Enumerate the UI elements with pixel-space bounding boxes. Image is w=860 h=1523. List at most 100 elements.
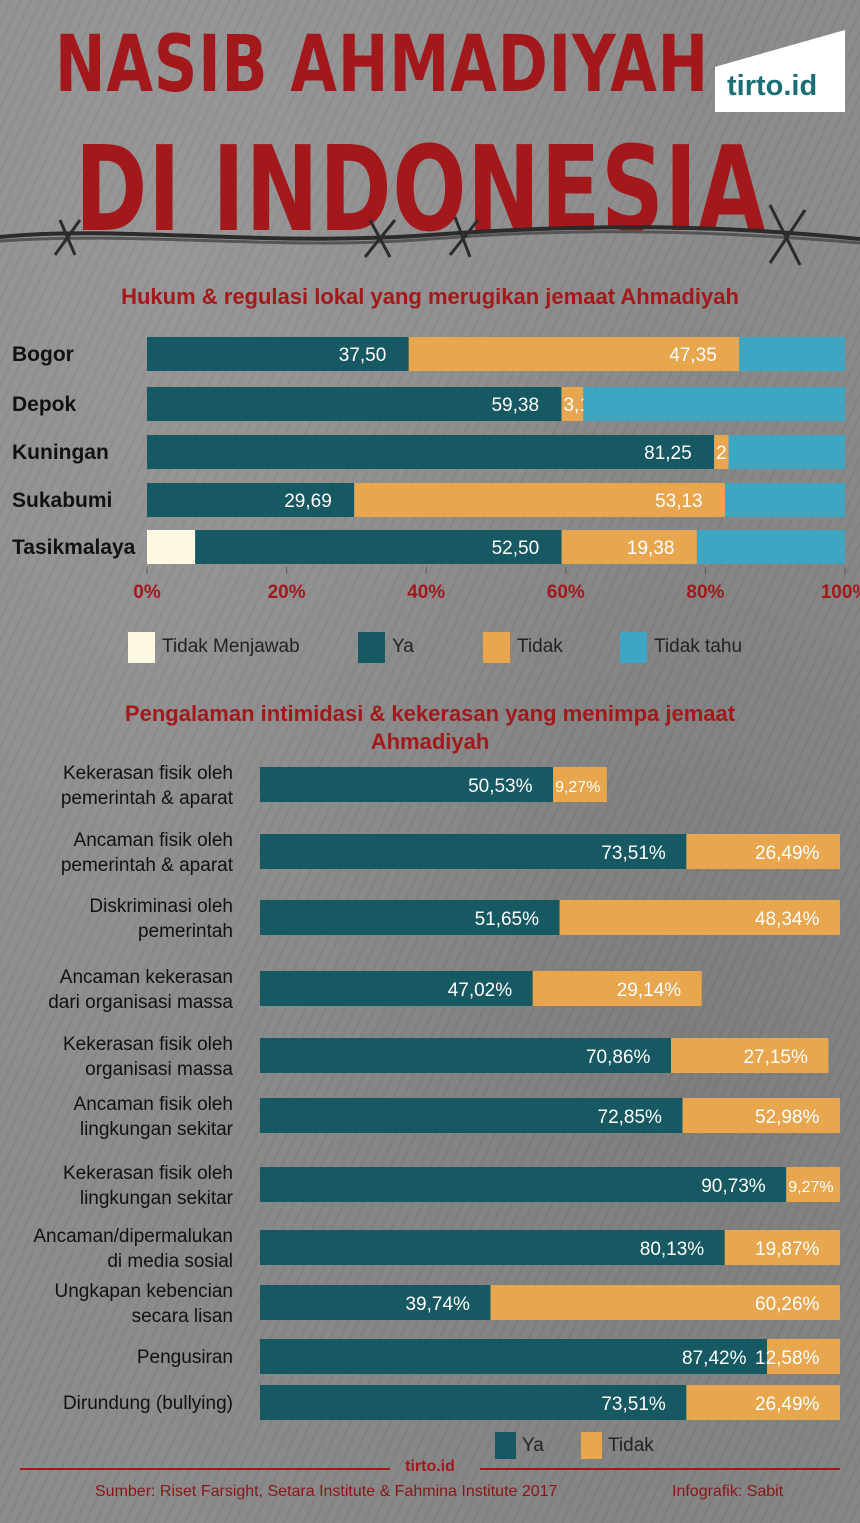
chart2-bar-segment (260, 834, 687, 869)
chart1-tick-label: 0% (133, 582, 161, 603)
chart1-data-label: 19,38 (627, 538, 675, 559)
chart1-bar-segment (739, 337, 845, 371)
chart2-bar-segment (260, 1339, 768, 1374)
chart1-data-label: 53,13 (655, 491, 703, 512)
chart1-category-label: Kuningan (12, 441, 109, 464)
chart1-bar-segment (725, 483, 845, 517)
chart2-data-label: 9,27% (788, 1179, 833, 1196)
chart2-bar-segment (670, 1038, 829, 1073)
chart1-category-label: Bogor (12, 343, 74, 366)
footer-divider-right (480, 1468, 840, 1470)
chart1-category-label: Sukabumi (12, 489, 112, 512)
chart1-tick-label: 100% (821, 582, 860, 603)
chart2-category-line: dari organisasi massa (48, 992, 233, 1013)
chart2-category-line: Diskriminasi oleh (89, 896, 233, 917)
chart1-legend-swatch (358, 632, 385, 663)
chart2-legend-swatch (581, 1432, 602, 1459)
chart2-data-label: 48,34% (755, 909, 820, 930)
chart1-data-label: 29,69 (284, 491, 332, 512)
chart2-data-label: 26,49% (755, 1394, 820, 1415)
chart2-category-line: di media sosial (107, 1251, 233, 1272)
chart2-category-label: Kekerasan fisik oleh lingkungan sekitar (63, 1163, 234, 1209)
chart1-bar-segment (714, 435, 729, 469)
chart2-category-line: Kekerasan fisik oleh (63, 763, 233, 784)
logo-text: tirto.id (727, 70, 818, 102)
chart1-bar-segment (147, 435, 715, 469)
chart2-data-label: 90,73% (701, 1176, 766, 1197)
chart2-data-label: 9,27% (555, 779, 600, 796)
chart2-title-wrap: Pengalaman intimidasi & kekerasan yang m… (0, 700, 860, 756)
chart2-category-line: Dirundung (bullying) (63, 1393, 233, 1414)
chart2-bar-segment (260, 900, 560, 935)
chart1-bar-segment (147, 387, 562, 421)
chart2-bar-segment (553, 767, 607, 802)
chart1-data-label: 81,25 (644, 443, 692, 464)
chart1-legend-swatch (483, 632, 510, 663)
chart1-bar-segment (561, 387, 584, 421)
chart2-bar-segment (260, 1385, 687, 1420)
chart2-category-line: pemerintah & aparat (61, 855, 234, 876)
chart1-tick-label: 60% (547, 582, 585, 603)
chart2-bar-segment (686, 1385, 840, 1420)
chart2-category-line: organisasi massa (85, 1059, 233, 1080)
chart1-tick-label: 80% (686, 582, 724, 603)
chart2-category-label: Dirundung (bullying) (63, 1393, 233, 1414)
chart1-bar-segment (696, 530, 845, 564)
chart2-category-line: lingkungan sekitar (80, 1119, 234, 1140)
chart2-category-line: Ungkapan kebencian (54, 1281, 233, 1302)
chart1-tick-label: 40% (407, 582, 445, 603)
chart1-legend-label: Tidak tahu (654, 636, 742, 657)
chart1-bar-segment (147, 530, 196, 564)
chart2-category-line: pemerintah (138, 921, 233, 942)
chart2-category-line: lingkungan sekitar (80, 1188, 234, 1209)
chart2-svg: Kekerasan fisik oleh pemerintah & aparat 5… (33, 763, 840, 1459)
chart2-legend-label: Ya (522, 1435, 544, 1456)
chart2-category-line: secara lisan (132, 1306, 233, 1327)
chart1-bar-segment (728, 435, 845, 469)
chart2-bar-segment (260, 767, 554, 802)
chart2-category-label: Kekerasan fisik oleh pemerintah & aparat (61, 763, 234, 809)
chart1-legend-swatch (128, 632, 155, 663)
chart2-bar-segment (767, 1339, 840, 1374)
chart1-legend-label: Tidak (517, 636, 563, 657)
chart2-category-line: Kekerasan fisik oleh (63, 1034, 233, 1055)
chart1-legend-swatch (620, 632, 647, 663)
footer-brand: tirto.id (405, 1458, 455, 1475)
chart2-data-label: 72,85% (598, 1107, 663, 1128)
chart2-data-label: 29,14% (617, 980, 682, 1001)
chart1-bar-segment (561, 530, 697, 564)
chart2-data-label: 39,74% (405, 1294, 470, 1315)
chart1-data-label: 47,35 (669, 345, 717, 366)
chart2-data-label: 19,87% (755, 1239, 820, 1260)
chart2-category-line: Kekerasan fisik oleh (63, 1163, 233, 1184)
chart2-bar-segment (260, 971, 533, 1006)
chart2-title: Pengalaman intimidasi & kekerasan yang m… (124, 701, 736, 754)
chart2-category-label: Ancaman/dipermalukan di media sosial (33, 1226, 233, 1272)
chart2-data-label: 51,65% (475, 909, 540, 930)
chart2-bar-segment (724, 1230, 840, 1265)
chart2-bar-segment (260, 1230, 725, 1265)
chart2-data-label: 50,53% (468, 776, 533, 797)
chart2-bar-segment (532, 971, 702, 1006)
chart2-category-label: Ancaman fisik oleh pemerintah & aparat (61, 830, 234, 876)
chart1-bar-segment (408, 337, 740, 371)
chart2-bar-segment (490, 1285, 840, 1320)
chart2-category-label: Pengusiran (137, 1347, 233, 1368)
chart2-data-label: 26,49% (755, 843, 820, 864)
chart1-title: Hukum & regulasi lokal yang merugikan je… (121, 284, 739, 309)
chart2-data-label: 80,13% (640, 1239, 705, 1260)
chart2-category-line: Pengusiran (137, 1347, 233, 1368)
chart2-data-label: 47,02% (448, 980, 513, 1001)
chart2-category-label: Ungkapan kebencian secara lisan (54, 1281, 233, 1327)
chart1-data-label: 59,38 (491, 395, 539, 416)
chart1-legend-label: Tidak Menjawab (162, 636, 300, 657)
chart1-data-label: 52,50 (492, 538, 540, 559)
chart2-bar-segment (686, 834, 840, 869)
chart2-category-label: Ancaman kekerasan dari organisasi massa (48, 967, 233, 1013)
chart2-data-label: 12,58% (755, 1348, 820, 1369)
chart2-bar-segment (260, 1038, 671, 1073)
chart2-category-line: pemerintah & aparat (61, 788, 234, 809)
chart2-category-line: Ancaman/dipermalukan (33, 1226, 233, 1247)
